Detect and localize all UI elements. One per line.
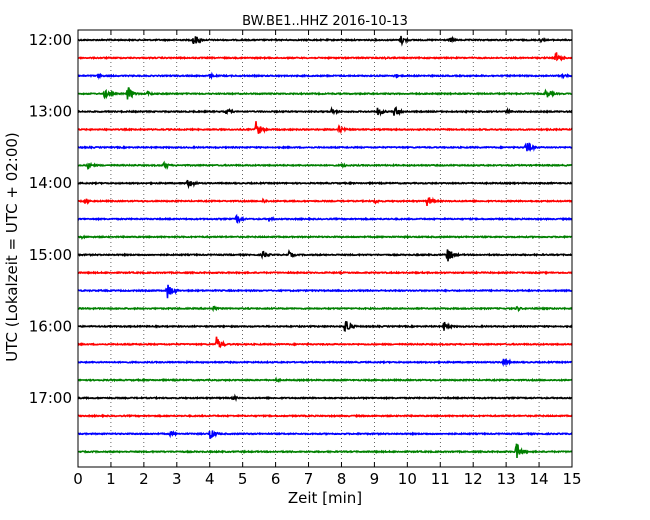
plot-frame — [77, 29, 573, 468]
trace-line — [77, 336, 573, 349]
y-tick-label: 16:00 — [29, 317, 72, 335]
trace-line — [77, 87, 573, 100]
y-tick-label: 17:00 — [29, 389, 72, 407]
trace-line — [77, 35, 573, 47]
trace-line — [77, 284, 573, 299]
x-tick-label: 10 — [398, 470, 417, 488]
grid-lines — [110, 30, 540, 467]
traces — [77, 35, 573, 459]
x-tick-label: 5 — [238, 470, 248, 488]
trace-line — [77, 142, 573, 153]
x-tick-label: 8 — [337, 470, 347, 488]
trace-line — [77, 179, 573, 190]
x-tick-label: 11 — [431, 470, 450, 488]
trace-line — [77, 248, 573, 262]
trace-line — [77, 160, 573, 170]
x-tick-label: 12 — [464, 470, 483, 488]
trace-line — [77, 443, 573, 459]
trace-line — [77, 320, 573, 332]
x-tick-label: 14 — [530, 470, 549, 488]
trace-line — [77, 376, 573, 383]
x-tick-label: 0 — [73, 470, 83, 488]
x-tick-label: 13 — [497, 470, 516, 488]
y-tick-label: 13:00 — [29, 103, 72, 121]
trace-line — [77, 358, 573, 367]
trace-line — [77, 393, 573, 403]
trace-line — [77, 105, 573, 117]
trace-line — [77, 270, 573, 276]
trace-line — [77, 52, 573, 62]
x-tick-label: 3 — [172, 470, 182, 488]
y-axis-label: UTC (Lokalzeit = UTC + 02:00) — [3, 132, 21, 362]
y-tick-label: 12:00 — [29, 31, 72, 49]
y-tick-label: 15:00 — [29, 246, 72, 264]
trace-line — [77, 305, 573, 313]
y-tick-label: 14:00 — [29, 174, 72, 192]
chart-title: BW.BE1..HHZ 2016-10-13 — [242, 14, 408, 29]
trace-line — [77, 196, 573, 207]
trace-line — [77, 213, 573, 224]
x-tick-label: 7 — [304, 470, 314, 488]
trace-line — [77, 71, 573, 81]
trace-line — [77, 234, 573, 240]
x-tick-label: 6 — [271, 470, 281, 488]
x-axis-label: Zeit [min] — [288, 489, 362, 507]
trace-line — [77, 121, 573, 135]
x-tick-label: 1 — [106, 470, 116, 488]
x-tick-label: 15 — [562, 470, 581, 488]
x-axis: 0 1 2 3 4 5 6 7 8 9 10 11 12 13 14 15 — [73, 30, 582, 488]
y-axis: 12:00 13:00 14:00 15:00 16:00 17:00 — [29, 31, 572, 407]
x-tick-label: 4 — [205, 470, 215, 488]
trace-line — [77, 429, 573, 440]
x-tick-label: 2 — [139, 470, 149, 488]
trace-line — [77, 413, 573, 419]
x-tick-label: 9 — [370, 470, 380, 488]
